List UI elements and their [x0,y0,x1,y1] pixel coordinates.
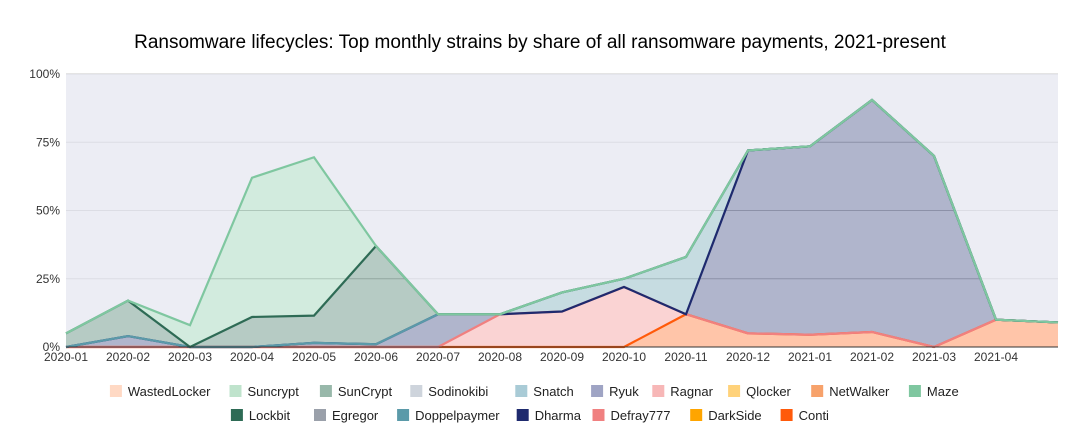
legend-swatch [811,385,824,397]
legend-swatch [728,385,741,397]
legend-label: Ragnar [670,384,713,399]
legend-item-sodinokibi: Sodinokibi [410,384,488,399]
legend-swatch [229,385,242,397]
legend: WastedLocker Suncrypt SunCrypt Sodinokibi Sn… [109,384,959,423]
legend-item-ragnar: Ragnar [652,384,714,399]
legend-swatch [908,385,921,397]
legend-swatch [592,409,605,421]
x-tick-label: 2020-03 [168,350,212,364]
x-tick-label: 2021-01 [788,350,832,364]
x-tick-label: 2020-10 [602,350,646,364]
legend-swatch [591,385,604,397]
legend-item-conti: Conti [780,408,829,423]
x-tick-label: 2020-05 [292,350,336,364]
x-axis: 2020-01 2020-02 2020-03 2020-04 2020-05 2020-… [44,346,1058,364]
legend-swatch [690,409,703,421]
legend-swatch [314,409,326,421]
x-tick-label: 2020-11 [664,350,707,364]
area-remainder [66,74,1058,334]
x-tick-label: 2020-01 [44,350,88,364]
x-tick-label: 2020-09 [540,350,584,364]
x-tick-label: 2021-02 [850,350,894,364]
legend-label: Sodinokibi [428,384,488,399]
y-tick-label: 75% [36,135,60,149]
x-tick-label: 2020-04 [230,350,274,364]
area-defray777 [66,286,1058,347]
legend-item-suncrypt: SunCrypt [319,384,393,399]
x-tick-label: 2021-03 [912,350,956,364]
legend-swatch [516,409,529,421]
legend-item-defray777: Defray777 [592,408,671,423]
x-tick-label: 2021-04 [974,350,1018,364]
legend-swatch [652,385,665,397]
legend-label: Egregor [332,408,379,423]
x-tick-label: 2020-12 [726,350,770,364]
legend-label: Defray777 [611,408,671,423]
legend-label: WastedLocker [128,384,211,399]
x-tick-label: 2020-07 [416,350,460,364]
area-maze [66,99,1058,347]
area-conti [66,314,1058,347]
legend-swatch [397,409,410,421]
legend-item-qlocker: Qlocker [728,384,792,399]
legend-label: Qlocker [746,384,791,399]
legend-item-egregor: Egregor [314,408,379,423]
legend-label: Ryuk [609,384,639,399]
area-dharma [66,99,1058,347]
legend-swatch [109,385,122,397]
legend-label: Conti [799,408,829,423]
x-tick-label: 2020-02 [106,350,150,364]
legend-label: SunCrypt [338,384,393,399]
legend-item-darkside: DarkSide [690,408,762,423]
legend-label: Dharma [535,408,582,423]
area-doppelpaymer [66,99,1058,347]
line-maze [65,98,1059,335]
legend-label: Maze [927,384,959,399]
legend-item-wastedlocker: WastedLocker [109,384,211,399]
y-tick-label: 25% [36,272,60,286]
legend-item-maze: Maze [908,384,959,399]
stacked-areas [66,74,1058,347]
legend-swatch [410,385,423,397]
legend-item-dharma: Dharma [516,408,582,423]
legend-item-netwalker: NetWalker [811,384,890,399]
x-tick-label: 2020-06 [354,350,398,364]
legend-label: Suncrypt [248,384,300,399]
legend-label: NetWalker [829,384,890,399]
legend-item-snatch: Snatch [515,384,574,399]
legend-label: DarkSide [708,408,761,423]
legend-swatch [319,385,332,397]
y-tick-label: 100% [29,67,60,81]
legend-label: Snatch [533,384,573,399]
legend-swatch [230,409,243,421]
legend-swatch [515,385,528,397]
legend-item-suncrypt: Suncrypt [229,384,300,399]
legend-item-lockbit: Lockbit [230,408,291,423]
legend-label: Lockbit [249,408,291,423]
legend-item-doppelpaymer: Doppelpaymer [397,408,500,423]
y-tick-label: 0% [43,340,61,354]
legend-swatch [780,409,793,421]
y-axis: 0% 25% 50% 75% 100% [29,67,60,354]
legend-label: Doppelpaymer [415,408,500,423]
x-tick-label: 2020-08 [478,350,522,364]
chart-title: Ransomware lifecycles: Top monthly strai… [134,32,946,53]
y-tick-label: 50% [36,204,60,218]
legend-item-ryuk: Ryuk [591,384,639,399]
